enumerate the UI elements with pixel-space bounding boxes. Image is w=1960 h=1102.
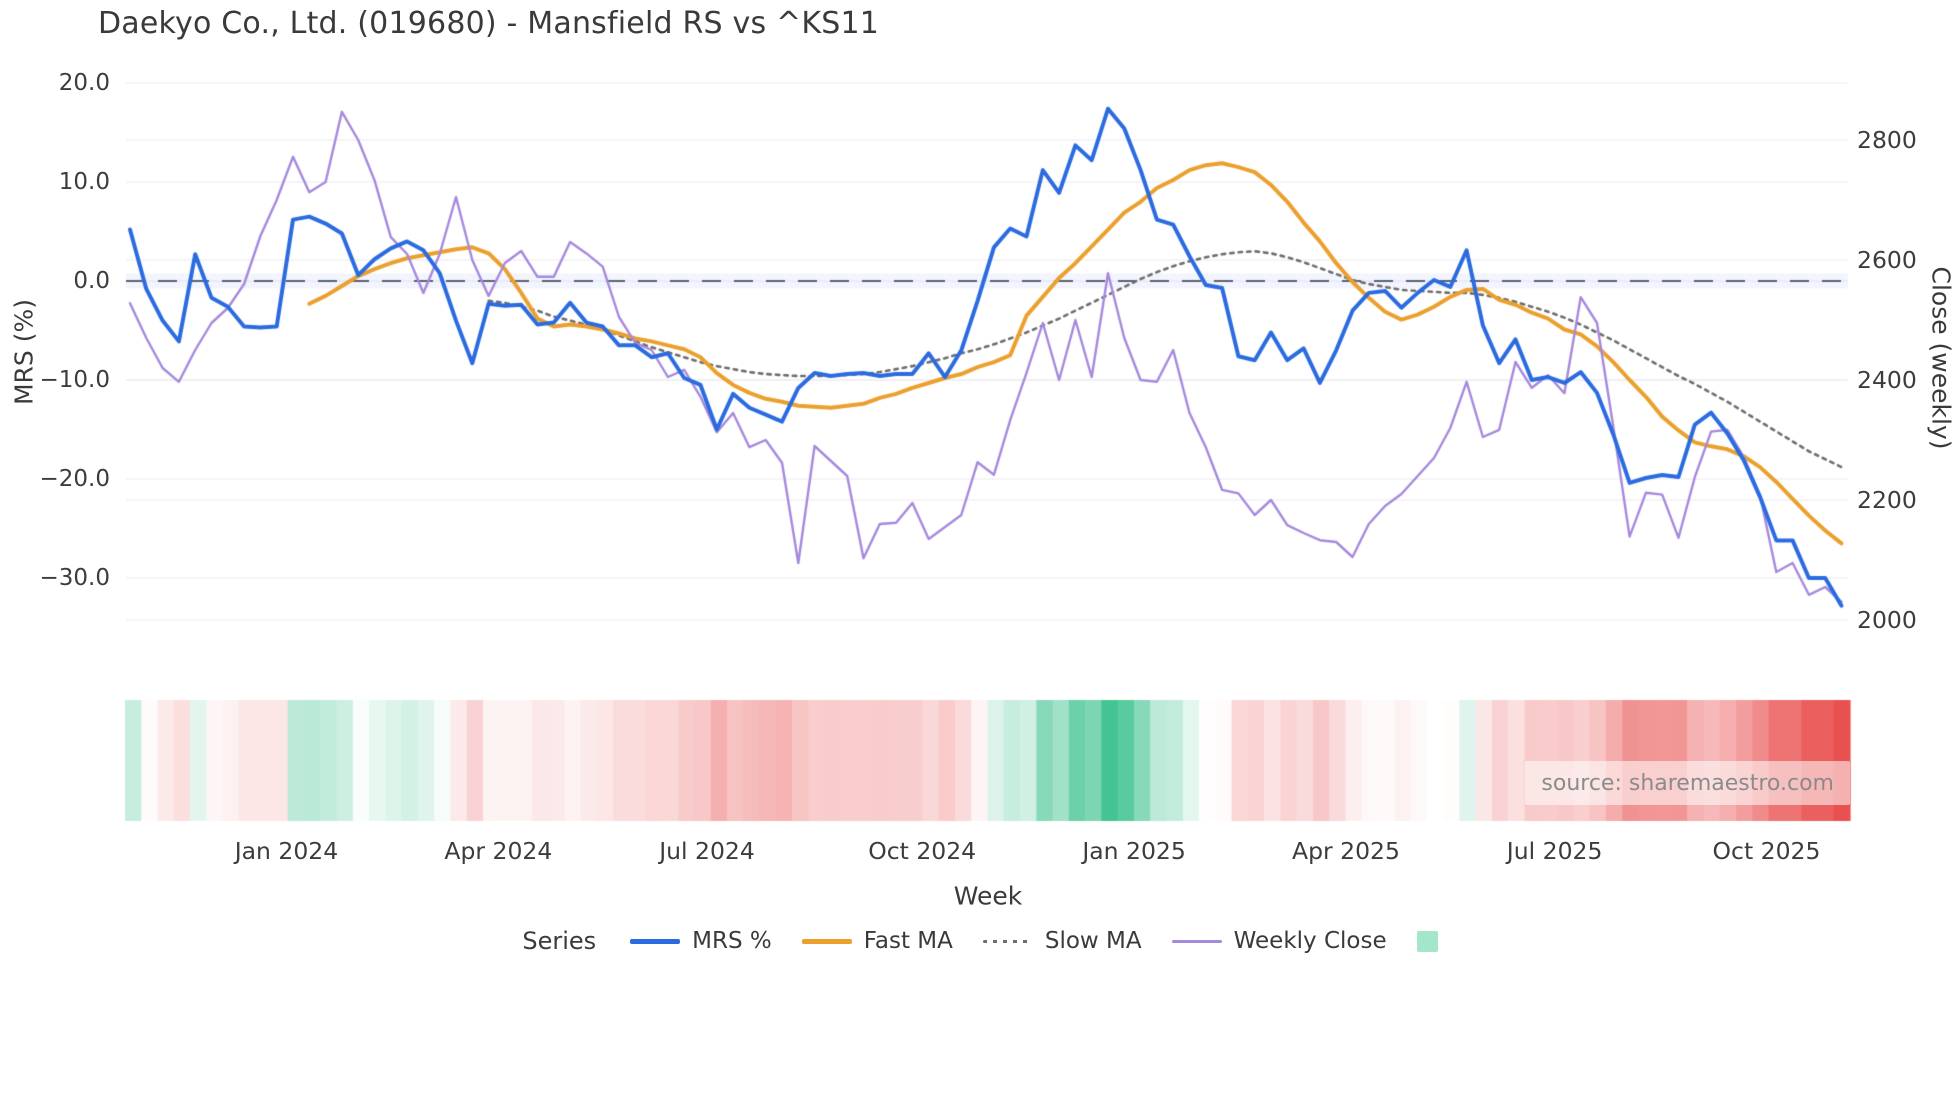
legend-item-fast-ma: Fast MA: [801, 928, 953, 954]
legend-label: MRS %: [692, 928, 772, 954]
legend-label: Weekly Close: [1233, 928, 1387, 954]
chart-title: Daekyo Co., Ltd. (019680) - Mansfield RS…: [98, 6, 880, 41]
right-axis-label: Close (weekly): [1926, 266, 1956, 450]
right-tick-label: 2400: [1857, 366, 1917, 394]
right-tick-label: 2600: [1857, 246, 1917, 274]
left-tick-label: −20.0: [39, 466, 110, 492]
x-tick-label: Apr 2024: [444, 837, 553, 865]
x-tick-label: Oct 2025: [1712, 837, 1821, 865]
legend-swatch: [630, 938, 681, 944]
legend-swatch: [801, 938, 852, 944]
legend-label: Slow MA: [1044, 928, 1142, 954]
legend-title: Series: [522, 927, 597, 955]
source-watermark: source: sharemaestro.com: [1525, 761, 1850, 805]
legend-items: MRS % Fast MA Slow MA Weekly Close: [630, 928, 1387, 954]
x-tick-label: Oct 2024: [868, 837, 977, 865]
left-tick-label: −10.0: [39, 367, 110, 393]
legend: Series MRS % Fast MA Slow MA Weekly Close: [0, 922, 1960, 960]
legend-label: Fast MA: [863, 928, 953, 954]
right-tick-label: 2000: [1857, 606, 1917, 634]
legend-item-weekly-close: Weekly Close: [1171, 928, 1387, 954]
legend-swatch: [982, 939, 1033, 943]
x-axis-title: Week: [953, 881, 1023, 911]
x-tick-label: Jan 2025: [1082, 837, 1186, 865]
x-tick-label: Jan 2024: [234, 837, 339, 865]
left-tick-label: −30.0: [39, 565, 110, 591]
heatmap-swatch: [1416, 930, 1438, 952]
x-tick-label: Jul 2024: [659, 837, 755, 865]
right-tick-label: 2200: [1857, 486, 1917, 514]
legend-item-mrs-: MRS %: [630, 928, 772, 954]
legend-swatch: [1171, 939, 1222, 943]
right-tick-label: 2800: [1857, 126, 1917, 154]
legend-item-slow-ma: Slow MA: [982, 928, 1142, 954]
left-tick-label: 0.0: [73, 268, 110, 294]
x-tick-label: Apr 2025: [1292, 837, 1400, 865]
left-tick-label: 10.0: [58, 169, 110, 195]
x-tick-label: Jul 2025: [1506, 837, 1603, 865]
left-tick-label: 20.0: [58, 70, 110, 96]
